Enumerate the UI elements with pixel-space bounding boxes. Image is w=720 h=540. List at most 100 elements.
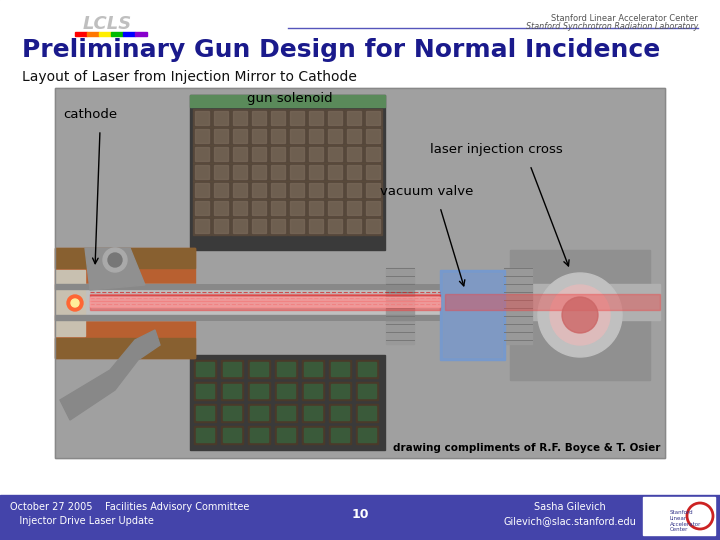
Bar bbox=[347, 183, 361, 197]
Bar bbox=[307, 181, 325, 199]
Bar bbox=[90, 294, 440, 310]
Bar bbox=[221, 426, 243, 444]
Bar bbox=[233, 111, 247, 125]
Text: Gilevich@slac.stanford.edu: Gilevich@slac.stanford.edu bbox=[503, 516, 636, 526]
Bar bbox=[55, 88, 665, 458]
Bar bbox=[223, 406, 241, 420]
Bar bbox=[275, 426, 297, 444]
Circle shape bbox=[103, 248, 127, 272]
Bar bbox=[269, 127, 287, 145]
Bar bbox=[309, 183, 323, 197]
Circle shape bbox=[71, 299, 79, 307]
Bar bbox=[214, 147, 228, 161]
Text: Stanford
Linear
Accelerator
Center: Stanford Linear Accelerator Center bbox=[670, 510, 701, 532]
Bar bbox=[193, 127, 211, 145]
Bar bbox=[290, 201, 304, 215]
Bar bbox=[331, 428, 349, 442]
Bar bbox=[271, 147, 285, 161]
Bar bbox=[271, 129, 285, 143]
Bar bbox=[358, 406, 376, 420]
Bar bbox=[329, 404, 351, 422]
Bar bbox=[309, 219, 323, 233]
Bar bbox=[443, 273, 502, 357]
Bar bbox=[288, 181, 306, 199]
Bar bbox=[364, 163, 382, 181]
Bar bbox=[195, 111, 209, 125]
Bar bbox=[90, 297, 440, 307]
Bar bbox=[193, 109, 211, 127]
Bar bbox=[302, 426, 324, 444]
Bar bbox=[328, 219, 342, 233]
Bar bbox=[250, 217, 268, 235]
Bar bbox=[214, 165, 228, 179]
Bar bbox=[195, 165, 209, 179]
Bar bbox=[307, 109, 325, 127]
Bar bbox=[309, 111, 323, 125]
Bar bbox=[135, 32, 147, 36]
Bar bbox=[250, 163, 268, 181]
Text: Preliminary Gun Design for Normal Incidence: Preliminary Gun Design for Normal Incide… bbox=[22, 38, 660, 62]
Bar bbox=[195, 219, 209, 233]
Bar bbox=[364, 217, 382, 235]
Bar bbox=[331, 384, 349, 398]
Bar bbox=[194, 382, 216, 400]
Bar bbox=[347, 147, 361, 161]
Bar bbox=[326, 109, 344, 127]
Bar bbox=[55, 338, 195, 358]
Bar bbox=[231, 181, 249, 199]
Bar bbox=[214, 111, 228, 125]
Bar bbox=[326, 127, 344, 145]
Bar bbox=[190, 355, 385, 450]
Bar bbox=[231, 145, 249, 163]
Text: cathode: cathode bbox=[63, 108, 117, 121]
Bar bbox=[290, 129, 304, 143]
Text: gun solenoid: gun solenoid bbox=[247, 92, 333, 105]
Bar bbox=[250, 428, 268, 442]
Bar bbox=[252, 129, 266, 143]
Bar bbox=[347, 201, 361, 215]
Bar bbox=[194, 360, 216, 378]
Bar bbox=[269, 163, 287, 181]
Bar bbox=[212, 163, 230, 181]
Bar bbox=[364, 181, 382, 199]
Bar bbox=[223, 384, 241, 398]
Bar bbox=[277, 428, 295, 442]
Bar bbox=[345, 199, 363, 217]
Bar bbox=[193, 199, 211, 217]
Bar bbox=[55, 88, 665, 458]
Bar bbox=[364, 199, 382, 217]
Bar bbox=[271, 183, 285, 197]
Bar bbox=[55, 284, 445, 320]
Bar bbox=[326, 199, 344, 217]
Bar bbox=[231, 163, 249, 181]
Bar bbox=[233, 183, 247, 197]
Bar bbox=[445, 284, 660, 320]
Bar bbox=[345, 145, 363, 163]
Bar bbox=[288, 163, 306, 181]
Polygon shape bbox=[60, 330, 160, 420]
Bar bbox=[193, 163, 211, 181]
Bar bbox=[440, 270, 505, 360]
Circle shape bbox=[67, 295, 83, 311]
Bar bbox=[231, 217, 249, 235]
Bar bbox=[212, 217, 230, 235]
Bar bbox=[364, 145, 382, 163]
Bar bbox=[510, 250, 650, 380]
Bar bbox=[271, 201, 285, 215]
Bar bbox=[248, 426, 270, 444]
Circle shape bbox=[562, 297, 598, 333]
Bar bbox=[345, 109, 363, 127]
Bar bbox=[55, 248, 195, 358]
Bar bbox=[250, 384, 268, 398]
Bar bbox=[302, 382, 324, 400]
Bar bbox=[288, 127, 306, 145]
Bar bbox=[55, 270, 85, 336]
Bar bbox=[195, 201, 209, 215]
Bar bbox=[328, 165, 342, 179]
Bar bbox=[214, 183, 228, 197]
Bar bbox=[193, 181, 211, 199]
Bar bbox=[275, 404, 297, 422]
Bar bbox=[269, 217, 287, 235]
Text: Sasha Gilevich: Sasha Gilevich bbox=[534, 502, 606, 512]
Bar bbox=[288, 145, 306, 163]
